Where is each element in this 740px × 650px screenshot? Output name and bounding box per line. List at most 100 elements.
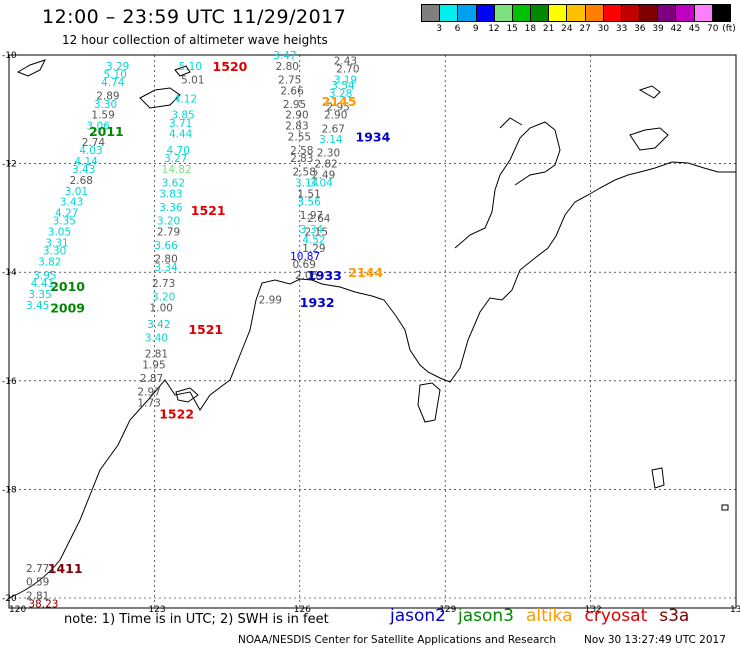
legend-swatch	[512, 5, 532, 21]
swh-value: 2.99	[259, 294, 282, 306]
swh-value: 2.95	[326, 102, 349, 114]
wave-height-labels: 3.295.104.742.893.301.593.062.744.034.14…	[26, 50, 360, 610]
footer-credit: NOAA/NESDIS Center for Satellite Applica…	[238, 634, 556, 646]
lat-tick-label: -12	[2, 160, 17, 170]
swh-value: 2.77	[26, 563, 49, 575]
swh-value: 3.82	[38, 256, 61, 268]
swh-value: 2.95	[283, 99, 306, 111]
swh-value: 3.66	[154, 240, 178, 252]
swh-value: 2.89	[96, 91, 119, 103]
pass-time-label: 2145	[322, 94, 357, 109]
swh-value: 38.23	[28, 598, 58, 610]
swh-value: 3.45	[26, 300, 49, 312]
swh-value: 2.90	[324, 110, 347, 122]
swh-value: 3.83	[159, 188, 182, 200]
swh-value: 2.97	[137, 387, 160, 399]
swh-value: 3.14	[295, 178, 319, 190]
legend-swatch	[549, 5, 568, 21]
swh-value: 2.58	[293, 167, 316, 179]
swh-value: 3.06	[87, 121, 111, 133]
swh-value: 2.74	[82, 137, 106, 149]
lat-tick-label: -14	[2, 268, 17, 278]
legend-swatch	[531, 5, 550, 21]
legend-swatch	[458, 5, 477, 21]
swh-value: 3.95	[33, 270, 56, 282]
swh-value: 0.69	[293, 259, 316, 271]
swh-value: 2.68	[70, 175, 93, 187]
legend-swatch	[422, 5, 441, 21]
legend-label: 70	[707, 24, 719, 34]
legend-swatch	[476, 5, 495, 21]
swh-value: 2.43	[334, 55, 357, 67]
swh-value: 1.97	[300, 210, 323, 222]
swh-value: 3.29	[106, 61, 129, 73]
swh-value: 4.27	[55, 207, 78, 219]
pass-time-label: 1932	[300, 295, 335, 310]
swh-value: 3.04	[309, 178, 333, 190]
swh-value: 2.49	[312, 169, 335, 181]
swh-value: 3.35	[28, 289, 51, 301]
swh-value: 2.80	[154, 254, 177, 266]
chart-title: 12:00 – 23:59 UTC 11/29/2017	[42, 6, 347, 28]
pass-time-label: 1411	[48, 561, 83, 576]
pass-time-label: 2144	[348, 265, 383, 280]
pass-time-label: 2011	[89, 124, 124, 139]
lon-tick-label: 135	[730, 605, 740, 615]
legend-label: 24	[561, 24, 573, 34]
swh-value: 3.42	[147, 319, 170, 331]
legend-label: 3	[436, 24, 443, 34]
swh-value: 4.70	[167, 145, 190, 157]
chart-subtitle: 12 hour collection of altimeter wave hei…	[62, 33, 328, 47]
swh-value: 3.35	[53, 216, 76, 228]
swh-value: 1.95	[142, 360, 165, 372]
swh-value: 14.82	[162, 164, 192, 176]
swh-value: 3.36	[159, 202, 183, 214]
swh-value: 4.41	[31, 278, 54, 290]
swh-value: 2.79	[157, 226, 180, 238]
swh-value: 2.83	[290, 153, 313, 165]
swh-value: 3.14	[319, 134, 343, 146]
satellite-cryosat: cryosat	[584, 606, 648, 626]
legend-swatch	[694, 5, 713, 21]
legend-label: 27	[579, 24, 591, 34]
pass-time-labels: 1520 2011 2010 2009 1521 1521 1522 2145 1934 2144…	[48, 59, 391, 576]
lon-tick-label: 123	[148, 605, 165, 615]
legend-swatch	[603, 5, 622, 21]
satellite-jason2: jason2	[390, 606, 446, 626]
lon-tick-label: 129	[439, 605, 456, 615]
swh-value: 0.59	[26, 577, 49, 589]
swh-value: 3.20	[152, 292, 175, 304]
swh-value: 2.75	[278, 74, 301, 86]
swh-value: 5.10	[104, 69, 127, 81]
swh-value: 2.70	[336, 64, 359, 76]
legend-label: 30	[597, 24, 610, 34]
lon-tick-label: 120	[9, 605, 26, 615]
swh-value: 10.87	[290, 251, 320, 263]
legend-label: 39	[652, 24, 664, 34]
swh-value: 3.85	[171, 110, 194, 122]
swh-value: 4.52	[302, 235, 325, 247]
swh-value: 2.80	[276, 61, 299, 73]
color-legend: 3 6 9 12 15 18 21 24 27 30 33 36 39 42 45 70 (ft)	[421, 4, 736, 37]
lon-tick-label: 132	[585, 605, 602, 615]
swh-value: 3.34	[300, 224, 324, 236]
swh-value: 2.90	[285, 110, 308, 122]
swh-value: 3.19	[334, 74, 357, 86]
legend-label: 33	[615, 24, 628, 34]
swh-value: 2.87	[140, 373, 163, 385]
swh-value: 3.31	[45, 237, 68, 249]
swh-value: 3.47	[273, 50, 296, 62]
legend-swatch	[712, 5, 730, 21]
lat-lon-grid	[8, 54, 737, 608]
legend-label: 45	[688, 24, 701, 34]
legend-label: 18	[524, 24, 537, 34]
legend-swatch	[640, 5, 659, 21]
swh-value: 1.59	[91, 110, 114, 122]
legend-swatch	[658, 5, 677, 21]
legend-label: 42	[670, 24, 683, 34]
footer: NOAA/NESDIS Center for Satellite Applica…	[238, 634, 726, 646]
swh-value: 2.15	[305, 226, 328, 238]
legend-swatch	[621, 5, 641, 21]
legend-label: 12	[488, 24, 500, 34]
